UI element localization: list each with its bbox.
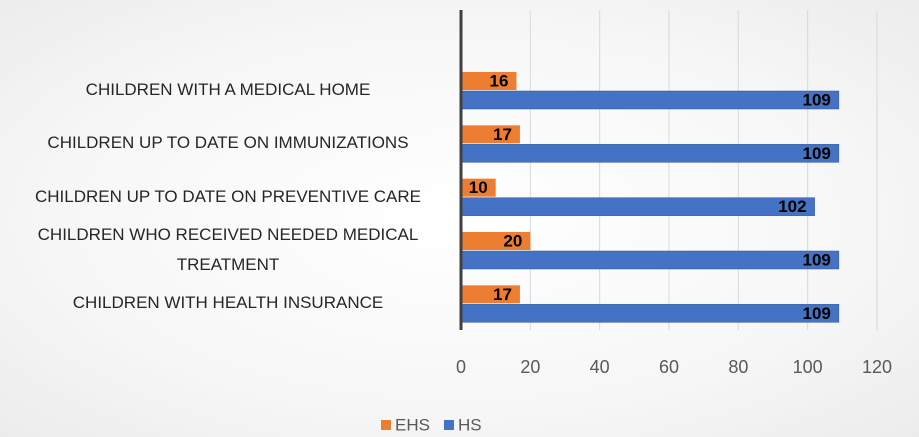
legend-label: HS bbox=[458, 415, 482, 434]
x-tick-label: 80 bbox=[728, 357, 748, 377]
data-label: 10 bbox=[469, 178, 488, 197]
x-tick-label: 40 bbox=[590, 357, 610, 377]
legend-swatch bbox=[443, 420, 454, 430]
x-tick-label: 60 bbox=[659, 357, 679, 377]
x-tick-label: 120 bbox=[862, 357, 892, 377]
bar bbox=[461, 285, 520, 304]
data-label: 17 bbox=[493, 285, 512, 304]
bar bbox=[461, 125, 520, 144]
data-label: 109 bbox=[802, 90, 830, 109]
y-tick-label: CHILDREN WITH HEALTH INSURANCE bbox=[72, 293, 384, 313]
data-label: 17 bbox=[493, 125, 512, 144]
data-label: 20 bbox=[503, 231, 522, 250]
data-label: 109 bbox=[802, 304, 830, 323]
bar bbox=[460, 250, 840, 270]
bar bbox=[461, 232, 531, 250]
x-tick-label: 20 bbox=[520, 357, 540, 377]
bar bbox=[460, 197, 815, 216]
x-tick-label: 0 bbox=[456, 357, 466, 377]
bar bbox=[461, 178, 496, 197]
data-label: 109 bbox=[802, 250, 830, 269]
y-tick-label: CHILDREN WHO RECEIVED NEEDED MEDICAL TRE… bbox=[37, 225, 419, 274]
x-tick-label: 100 bbox=[793, 357, 823, 377]
data-label: 16 bbox=[490, 71, 509, 90]
bar bbox=[460, 144, 840, 163]
y-tick-label: CHILDREN UP TO DATE ON PREVENTIVE CARE bbox=[34, 186, 422, 206]
legend-label: EHS bbox=[395, 415, 430, 434]
data-label: 109 bbox=[802, 144, 830, 163]
legend-swatch bbox=[381, 420, 391, 430]
bar bbox=[461, 72, 517, 90]
y-tick-label: CHILDREN WITH A MEDICAL HOME bbox=[85, 80, 371, 99]
data-label: 102 bbox=[778, 197, 806, 216]
bar bbox=[460, 304, 840, 323]
bar bbox=[460, 90, 840, 110]
y-tick-label: CHILDREN UP TO DATE ON IMMUNIZATIONS bbox=[47, 133, 409, 153]
